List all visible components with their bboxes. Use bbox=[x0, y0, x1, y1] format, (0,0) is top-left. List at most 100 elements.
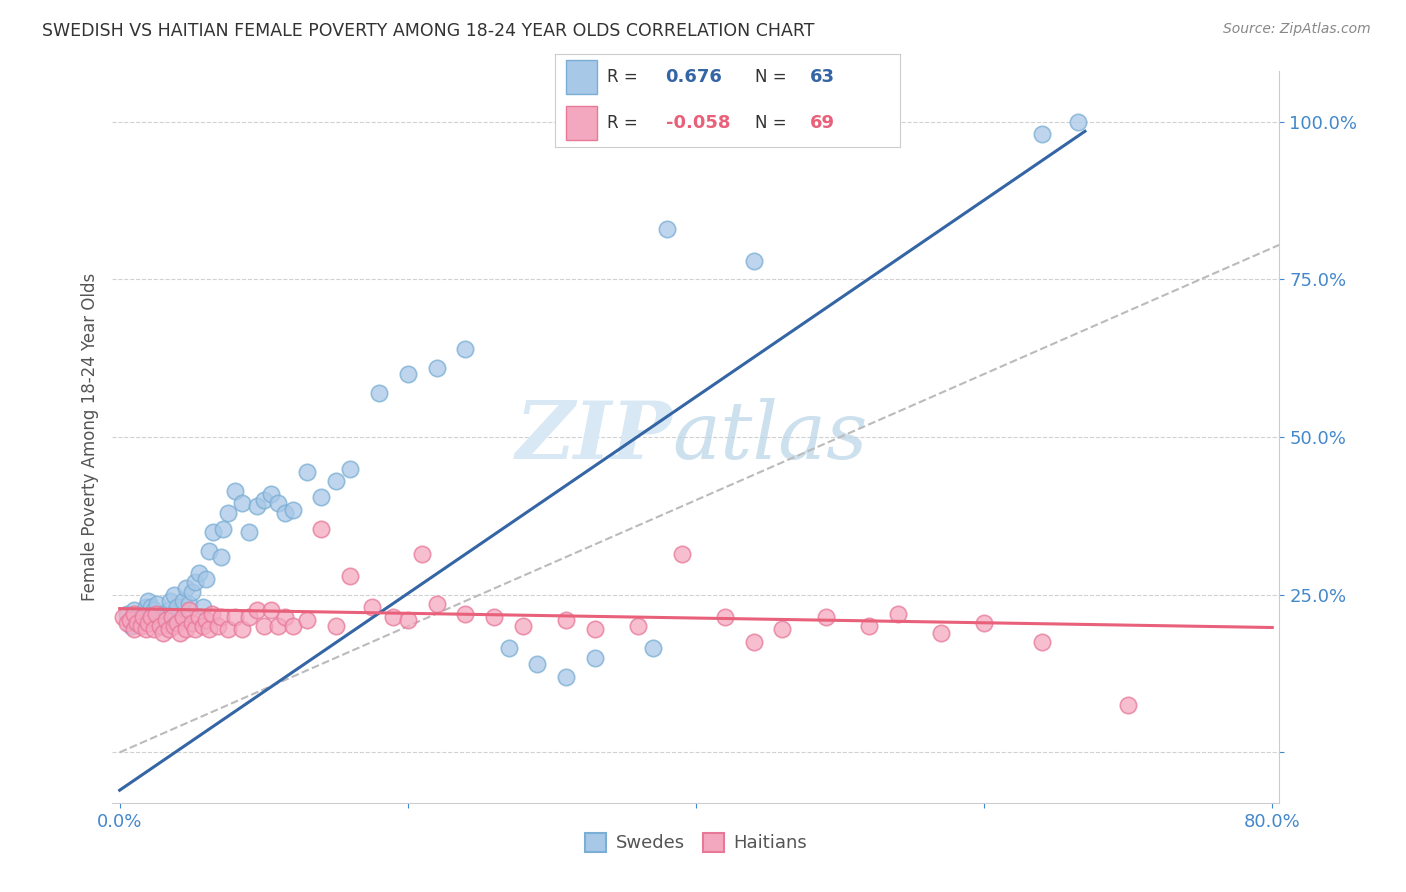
Point bbox=[209, 609, 232, 624]
Point bbox=[657, 222, 679, 236]
Point bbox=[382, 609, 405, 624]
Point bbox=[129, 616, 152, 631]
Point bbox=[118, 613, 141, 627]
Point bbox=[217, 623, 239, 637]
Point bbox=[498, 641, 520, 656]
Point bbox=[484, 609, 506, 624]
Point bbox=[166, 600, 188, 615]
Point bbox=[713, 609, 735, 624]
Point bbox=[155, 613, 177, 627]
Point bbox=[886, 607, 908, 621]
Point bbox=[141, 613, 163, 627]
Text: Source: ZipAtlas.com: Source: ZipAtlas.com bbox=[1223, 22, 1371, 37]
Point bbox=[253, 493, 276, 508]
Point bbox=[146, 597, 169, 611]
Point bbox=[238, 524, 260, 539]
Point bbox=[122, 623, 145, 637]
Point bbox=[1031, 128, 1053, 142]
Point bbox=[267, 496, 290, 510]
Point bbox=[339, 569, 361, 583]
Point bbox=[138, 616, 160, 631]
Point bbox=[555, 613, 578, 627]
Point bbox=[202, 524, 225, 539]
Point bbox=[201, 607, 224, 621]
Point bbox=[325, 474, 347, 488]
Point bbox=[671, 547, 693, 561]
Point bbox=[157, 603, 180, 617]
Point bbox=[858, 619, 880, 633]
Point bbox=[174, 623, 197, 637]
Point bbox=[411, 547, 433, 561]
Point bbox=[198, 623, 221, 637]
Text: -0.058: -0.058 bbox=[665, 114, 730, 132]
Point bbox=[231, 623, 253, 637]
Point bbox=[132, 607, 155, 621]
Point bbox=[180, 616, 202, 631]
Point bbox=[152, 607, 174, 621]
Point bbox=[281, 502, 304, 516]
Point bbox=[132, 609, 155, 624]
Point bbox=[339, 461, 361, 475]
Point bbox=[814, 609, 837, 624]
Point bbox=[193, 619, 215, 633]
Point bbox=[135, 600, 157, 615]
Point bbox=[281, 619, 304, 633]
Point bbox=[260, 487, 283, 501]
Point bbox=[260, 603, 283, 617]
Point bbox=[187, 609, 209, 624]
Text: SWEDISH VS HAITIAN FEMALE POVERTY AMONG 18-24 YEAR OLDS CORRELATION CHART: SWEDISH VS HAITIAN FEMALE POVERTY AMONG … bbox=[42, 22, 814, 40]
Point bbox=[152, 625, 174, 640]
Point bbox=[122, 607, 145, 621]
Point bbox=[125, 616, 148, 631]
Point bbox=[295, 613, 318, 627]
Point bbox=[212, 521, 235, 535]
Point bbox=[245, 500, 267, 514]
FancyBboxPatch shape bbox=[565, 106, 596, 140]
Point bbox=[115, 607, 138, 621]
Text: 63: 63 bbox=[810, 68, 835, 86]
Point bbox=[111, 609, 134, 624]
Point bbox=[152, 619, 174, 633]
Point bbox=[166, 616, 188, 631]
Point bbox=[627, 619, 650, 633]
Point bbox=[245, 603, 267, 617]
Point bbox=[526, 657, 548, 671]
Point bbox=[125, 609, 148, 624]
Text: R =: R = bbox=[607, 114, 643, 132]
Point bbox=[973, 616, 995, 631]
Point bbox=[929, 625, 952, 640]
Y-axis label: Female Poverty Among 18-24 Year Olds: Female Poverty Among 18-24 Year Olds bbox=[80, 273, 98, 601]
Point bbox=[143, 603, 166, 617]
Point bbox=[122, 603, 145, 617]
Point bbox=[742, 253, 765, 268]
Point bbox=[1116, 698, 1139, 712]
Point bbox=[267, 619, 290, 633]
Point bbox=[163, 607, 186, 621]
Point bbox=[183, 623, 205, 637]
Point bbox=[143, 623, 166, 637]
Point bbox=[180, 584, 202, 599]
Point bbox=[177, 597, 200, 611]
Point bbox=[177, 603, 200, 617]
Text: N =: N = bbox=[755, 114, 792, 132]
Point bbox=[169, 625, 191, 640]
Point bbox=[187, 566, 209, 580]
Point bbox=[160, 609, 183, 624]
Point bbox=[583, 650, 606, 665]
Point bbox=[198, 543, 221, 558]
Point bbox=[138, 609, 160, 624]
Point bbox=[224, 483, 246, 498]
Point bbox=[141, 600, 163, 615]
Legend: Swedes, Haitians: Swedes, Haitians bbox=[578, 826, 814, 860]
Point bbox=[141, 609, 163, 624]
Point bbox=[195, 613, 218, 627]
Point bbox=[169, 613, 191, 627]
Point bbox=[138, 594, 160, 608]
Point bbox=[172, 609, 194, 624]
Point bbox=[145, 607, 167, 621]
Text: ZIP: ZIP bbox=[516, 399, 672, 475]
Point bbox=[368, 386, 391, 401]
Point bbox=[155, 609, 177, 624]
Point bbox=[274, 609, 297, 624]
Text: R =: R = bbox=[607, 68, 643, 86]
